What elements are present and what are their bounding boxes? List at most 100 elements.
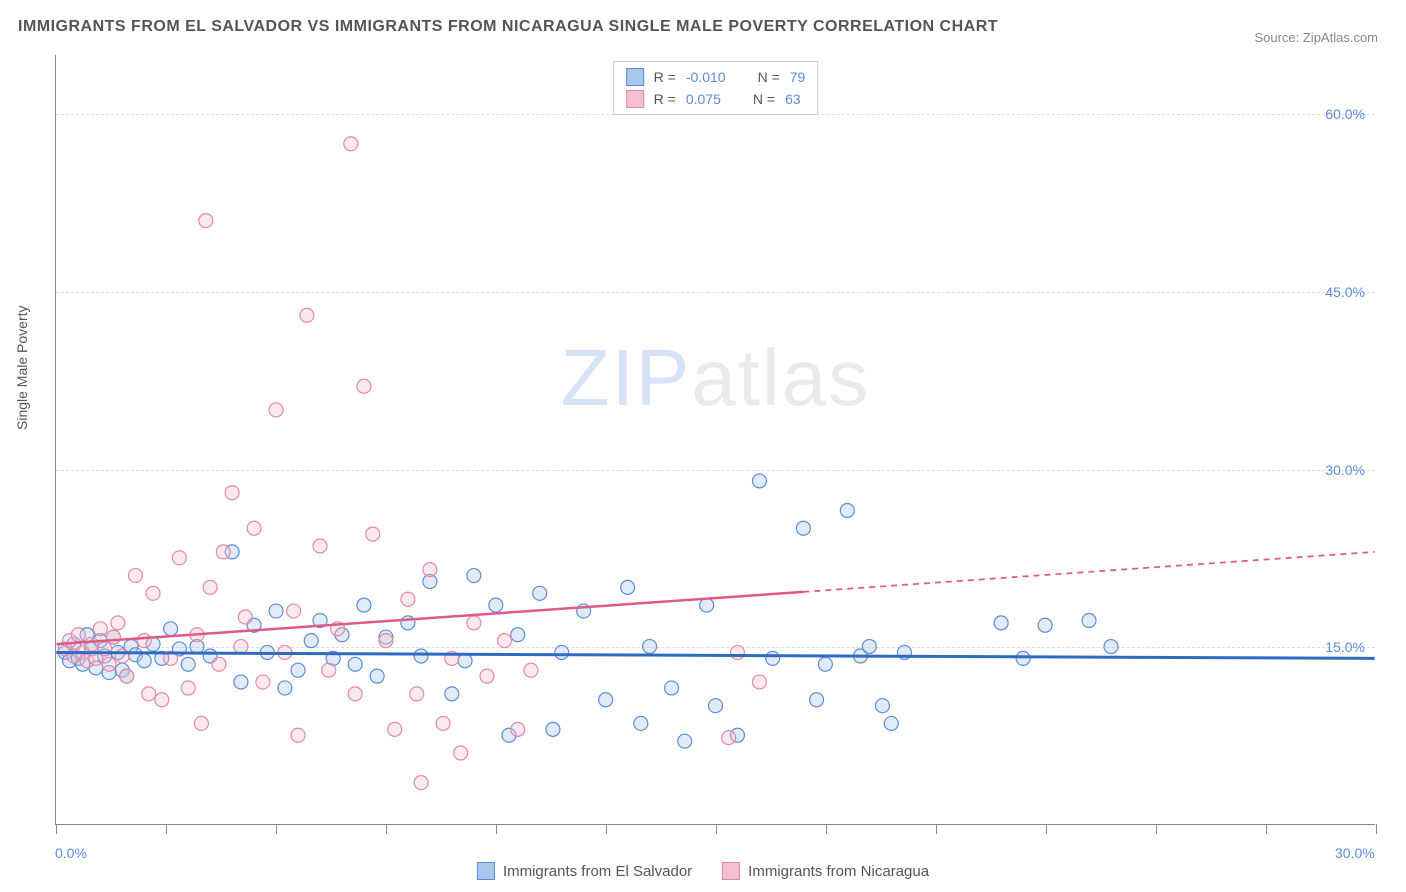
x-tick-label: 30.0% [1335, 845, 1375, 861]
legend-row-series-1: R = 0.075 N = 63 [626, 88, 806, 110]
data-point [489, 598, 503, 612]
data-point [120, 669, 134, 683]
data-point [111, 616, 125, 630]
data-point [546, 722, 560, 736]
r-label-0: R = [654, 69, 676, 85]
x-tick [936, 824, 937, 834]
data-point [348, 687, 362, 701]
data-point [414, 649, 428, 663]
data-point [216, 545, 230, 559]
legend-swatch-0 [477, 862, 495, 880]
data-point [752, 474, 766, 488]
data-point [146, 586, 160, 600]
data-point [225, 486, 239, 500]
data-point [155, 693, 169, 707]
data-point [106, 630, 120, 644]
data-point [164, 622, 178, 636]
data-point [181, 657, 195, 671]
data-point [128, 569, 142, 583]
data-point [722, 731, 736, 745]
data-point [678, 734, 692, 748]
swatch-series-0 [626, 68, 644, 86]
n-label-0: N = [758, 69, 780, 85]
data-point [142, 687, 156, 701]
data-point [766, 651, 780, 665]
data-point [414, 776, 428, 790]
correlation-legend: R = -0.010 N = 79 R = 0.075 N = 63 [613, 61, 819, 115]
data-point [810, 693, 824, 707]
data-point [300, 308, 314, 322]
data-point [524, 663, 538, 677]
source-attribution: Source: ZipAtlas.com [1254, 30, 1378, 45]
data-point [840, 503, 854, 517]
data-point [994, 616, 1008, 630]
data-point [875, 699, 889, 713]
x-tick [276, 824, 277, 834]
data-point [643, 640, 657, 654]
data-point [634, 716, 648, 730]
r-value-0: -0.010 [686, 69, 726, 85]
data-point [454, 746, 468, 760]
r-label-1: R = [654, 91, 676, 107]
data-point [102, 657, 116, 671]
data-point [71, 628, 85, 642]
x-tick [166, 824, 167, 834]
data-point [480, 669, 494, 683]
data-point [291, 663, 305, 677]
legend-row-series-0: R = -0.010 N = 79 [626, 66, 806, 88]
data-point [85, 637, 99, 651]
data-point [1038, 618, 1052, 632]
data-point [388, 722, 402, 736]
n-value-0: 79 [790, 69, 806, 85]
swatch-series-1 [626, 90, 644, 108]
data-point [498, 634, 512, 648]
data-point [621, 580, 635, 594]
data-point [172, 551, 186, 565]
data-point [234, 675, 248, 689]
data-point [357, 379, 371, 393]
x-tick [1266, 824, 1267, 834]
data-point [137, 634, 151, 648]
x-tick [606, 824, 607, 834]
data-point [256, 675, 270, 689]
x-tick [1046, 824, 1047, 834]
legend-item-0: Immigrants from El Salvador [477, 862, 692, 880]
data-point [203, 580, 217, 594]
data-point [436, 716, 450, 730]
data-point [818, 657, 832, 671]
data-point [304, 634, 318, 648]
n-label-1: N = [753, 91, 775, 107]
data-point [357, 598, 371, 612]
y-axis-label: Single Male Poverty [14, 305, 30, 430]
data-point [410, 687, 424, 701]
plot-area: ZIPatlas R = -0.010 N = 79 R = 0.075 N =… [55, 55, 1375, 825]
data-point [533, 586, 547, 600]
data-point [599, 693, 613, 707]
data-point [137, 654, 151, 668]
data-point [796, 521, 810, 535]
data-point [322, 663, 336, 677]
data-point [1104, 640, 1118, 654]
data-point [269, 604, 283, 618]
data-point [862, 640, 876, 654]
x-tick [1156, 824, 1157, 834]
r-value-1: 0.075 [686, 91, 721, 107]
x-tick [826, 824, 827, 834]
legend-label-0: Immigrants from El Salvador [503, 863, 692, 880]
data-point [194, 716, 208, 730]
data-point [344, 137, 358, 151]
trend-line-extrapolated [803, 552, 1374, 592]
data-point [278, 681, 292, 695]
data-point [423, 563, 437, 577]
data-point [458, 654, 472, 668]
data-point [467, 616, 481, 630]
x-tick [386, 824, 387, 834]
data-point [445, 687, 459, 701]
data-point [511, 722, 525, 736]
data-point [884, 716, 898, 730]
data-point [291, 728, 305, 742]
data-point [234, 640, 248, 654]
data-point [238, 610, 252, 624]
data-point [1082, 614, 1096, 628]
x-tick [56, 824, 57, 834]
